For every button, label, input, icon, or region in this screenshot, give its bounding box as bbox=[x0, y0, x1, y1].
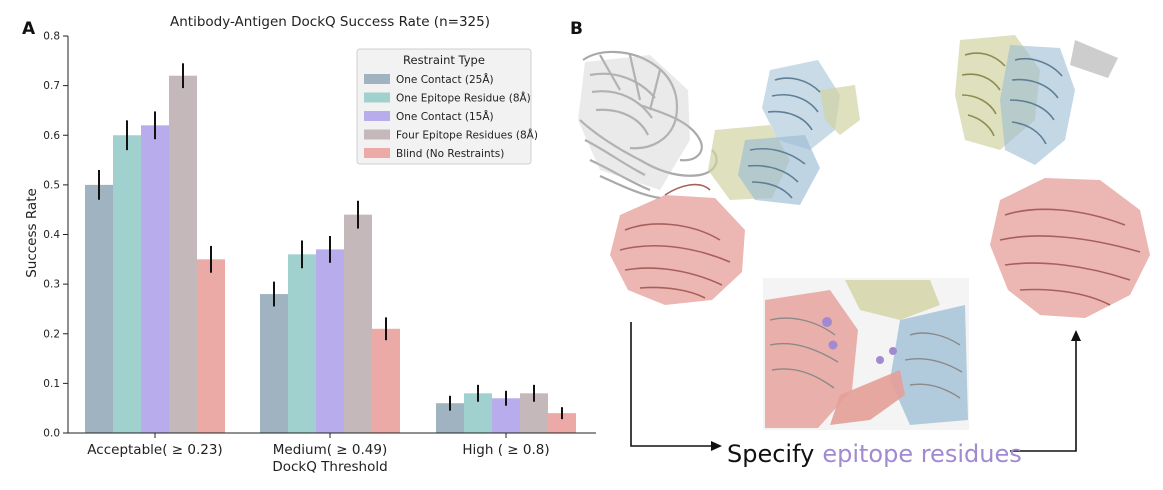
x-tick-label: Acceptable( ≥ 0.23) bbox=[87, 442, 222, 458]
right-antibody-gray-tip bbox=[1070, 40, 1118, 78]
y-tick-label: 0.7 bbox=[43, 80, 60, 92]
arrow-left-path bbox=[630, 322, 713, 447]
y-tick-label: 0.2 bbox=[43, 328, 60, 340]
legend-label: Four Epitope Residues (8Å) bbox=[396, 129, 538, 142]
bar bbox=[85, 184, 113, 433]
bar bbox=[113, 135, 141, 433]
right-antibody-strands bbox=[1009, 58, 1063, 145]
y-tick-label: 0.1 bbox=[43, 378, 60, 390]
bar bbox=[260, 294, 288, 433]
specify-caption: Specify epitope residues bbox=[727, 440, 1022, 468]
legend-swatch bbox=[364, 92, 390, 103]
inset-antibody-blue bbox=[890, 305, 968, 425]
legend-label: One Contact (25Å) bbox=[396, 73, 494, 86]
specify-highlight: epitope residues bbox=[822, 440, 1021, 468]
y-tick-label: 0.5 bbox=[43, 179, 60, 191]
left-antibody-gray-shade bbox=[578, 55, 690, 190]
left-antigen-salmon bbox=[610, 195, 745, 305]
left-antigen-strands bbox=[619, 183, 731, 299]
epitope-marker-3 bbox=[876, 356, 884, 364]
bar bbox=[548, 413, 576, 433]
chart-title: Antibody-Antigen DockQ Success Rate (n=3… bbox=[170, 14, 490, 30]
y-tick-label: 0.0 bbox=[43, 428, 60, 440]
inset-antibody-yellow bbox=[845, 280, 940, 320]
y-tick-label: 0.6 bbox=[43, 130, 60, 142]
y-axis-title: Success Rate bbox=[24, 188, 40, 278]
x-tick-label: Medium( ≥ 0.49) bbox=[273, 442, 387, 458]
inset-antigen-salmon bbox=[765, 290, 858, 428]
legend-swatch bbox=[364, 148, 390, 158]
arrow-right-head bbox=[1071, 330, 1081, 341]
y-tick-label: 0.3 bbox=[43, 279, 60, 291]
left-antibody-yellow-upper bbox=[820, 85, 860, 135]
legend-title: Restraint Type bbox=[403, 53, 485, 67]
left-antibody-blue-upper bbox=[762, 60, 840, 150]
bar bbox=[169, 75, 197, 433]
y-axis: 0.0 0.1 0.2 0.3 0.4 0.5 0.6 0.7 0.8 bbox=[43, 31, 68, 440]
epitope-marker-2 bbox=[828, 340, 838, 350]
bar bbox=[316, 249, 344, 433]
panel-label-b: B bbox=[570, 19, 583, 39]
bars-group bbox=[85, 75, 576, 433]
x-axis: Acceptable( ≥ 0.23) Medium( ≥ 0.49) High (… bbox=[87, 433, 550, 458]
y-tick-label: 0.4 bbox=[43, 229, 60, 241]
legend-box bbox=[356, 48, 532, 165]
right-antibody-yellow-strands bbox=[961, 52, 1006, 137]
inset-strands bbox=[769, 317, 963, 399]
x-axis-title: DockQ Threshold bbox=[272, 459, 387, 475]
bar bbox=[288, 254, 316, 433]
epitope-marker-1 bbox=[822, 317, 832, 327]
legend-swatch bbox=[364, 129, 390, 140]
arrow-left-head bbox=[711, 441, 722, 451]
bar bbox=[344, 214, 372, 433]
y-tick-label: 0.8 bbox=[43, 31, 60, 43]
error-bars-group bbox=[98, 63, 563, 420]
specify-prefix: Specify bbox=[727, 440, 814, 468]
right-antigen-salmon bbox=[990, 178, 1150, 318]
legend: Restraint Type One Contact (25Å) One Epit… bbox=[356, 48, 538, 165]
arrow-right-path bbox=[1010, 340, 1077, 452]
legend-label: One Contact (15Å) bbox=[396, 110, 494, 123]
x-tick-label: High ( ≥ 0.8) bbox=[462, 442, 549, 458]
left-antibody-blue-strands bbox=[747, 77, 821, 199]
right-antigen-strands bbox=[999, 208, 1141, 306]
legend-swatch bbox=[364, 111, 390, 121]
bar bbox=[197, 259, 225, 433]
epitope-marker-4 bbox=[889, 347, 897, 355]
legend-label: One Epitope Residue (8Å) bbox=[396, 92, 531, 105]
panel-label-a: A bbox=[22, 19, 36, 39]
bar bbox=[141, 125, 169, 433]
legend-label: Blind (No Restraints) bbox=[396, 148, 504, 160]
bar bbox=[372, 328, 400, 433]
protein-illustration: Specify epitope residues bbox=[578, 35, 1150, 468]
legend-swatch bbox=[364, 74, 390, 84]
inset-antigen-loop bbox=[830, 370, 905, 425]
